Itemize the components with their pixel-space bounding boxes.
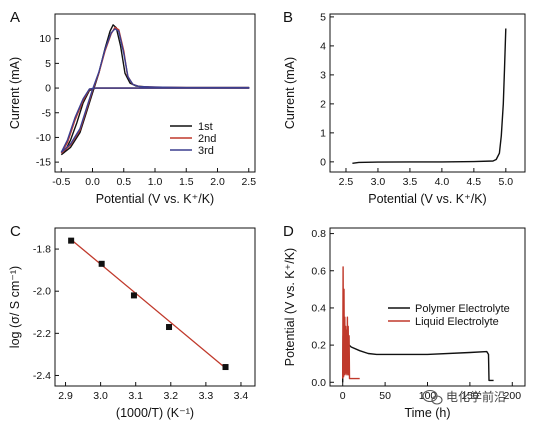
x-tick-label: 2.0 xyxy=(210,176,225,188)
x-tick-label: 3.5 xyxy=(403,176,418,188)
x-axis-label: Potential (V vs. K⁺/K) xyxy=(96,192,214,206)
y-tick-label: -10 xyxy=(36,132,51,144)
y-tick-label: 0.0 xyxy=(311,377,326,389)
x-tick-label: 4.0 xyxy=(435,176,450,188)
x-tick-label: 3.0 xyxy=(93,390,108,402)
x-tick-label: 0.5 xyxy=(116,176,131,188)
x-tick-label: 3.2 xyxy=(163,390,178,402)
panel-label: A xyxy=(10,9,20,26)
y-axis-label: Current (mA) xyxy=(283,57,297,129)
y-tick-label: 1 xyxy=(320,127,326,139)
series-line-2 xyxy=(342,266,360,380)
y-tick-label: 0.2 xyxy=(311,340,326,352)
plot-frame xyxy=(54,13,256,173)
fit-line xyxy=(70,239,226,369)
y-tick-label: 0.6 xyxy=(311,265,326,277)
x-tick-label: 50 xyxy=(379,390,391,402)
y-tick-label: -2.4 xyxy=(33,370,51,382)
watermark: 电化学前沿 xyxy=(422,389,506,405)
legend-label: Liquid Electrolyte xyxy=(415,316,499,328)
watermark-text: 电化学前沿 xyxy=(446,389,506,404)
x-tick-label: 150 xyxy=(461,390,479,402)
x-tick-label: 3.4 xyxy=(234,390,249,402)
y-tick-label: -2.0 xyxy=(33,286,51,298)
x-tick-label: 1.5 xyxy=(179,176,194,188)
y-tick-label: 5 xyxy=(320,11,326,23)
x-tick-label: -0.5 xyxy=(52,176,70,188)
panel-label: C xyxy=(10,223,21,240)
legend-label: 3rd xyxy=(198,145,214,157)
data-point xyxy=(166,324,173,331)
panel-label: B xyxy=(283,9,293,26)
x-tick-label: 2.5 xyxy=(339,176,354,188)
y-tick-label: 2 xyxy=(320,98,326,110)
data-point xyxy=(222,364,229,371)
series-line-1 xyxy=(342,335,494,383)
y-axis-label: Current (mA) xyxy=(8,57,22,129)
y-axis-label: log (σ/ S cm⁻¹) xyxy=(8,266,22,348)
y-tick-label: 0.8 xyxy=(311,228,326,240)
x-tick-label: 3.3 xyxy=(199,390,214,402)
data-point xyxy=(130,292,137,299)
y-axis-label: Potential (V vs. K⁺/K) xyxy=(283,248,297,366)
x-tick-label: 200 xyxy=(504,390,522,402)
y-tick-label: -1.8 xyxy=(33,244,51,256)
x-axis-label: Potential (V vs. K⁺/K) xyxy=(368,192,486,206)
data-point xyxy=(98,260,105,267)
legend-label: 2nd xyxy=(198,133,216,145)
panel-c: C 2.9 3.0 3.1 3.2 3.3 3.4 -2.4 -2.2 -2.0 -1.8 (1000… xyxy=(8,223,256,420)
series-line-3 xyxy=(60,28,250,153)
x-tick-label: 2.9 xyxy=(58,390,73,402)
y-tick-label: 0 xyxy=(320,156,326,168)
panel-b: B 2.5 3.0 3.5 4.0 4.5 5.0 0 1 2 3 4 5 Potential (V vs… xyxy=(283,9,526,206)
x-tick-label: 4.5 xyxy=(467,176,482,188)
y-tick-label: 4 xyxy=(320,40,326,52)
x-tick-label: 3.0 xyxy=(371,176,386,188)
y-tick-label: 3 xyxy=(320,69,326,81)
x-axis-label: Time (h) xyxy=(404,406,450,420)
legend-label: 1st xyxy=(198,121,213,133)
wechat-bubble-icon xyxy=(431,395,443,405)
y-tick-label: -15 xyxy=(36,157,51,169)
plot-frame xyxy=(54,227,256,387)
x-tick-label: 2.5 xyxy=(241,176,256,188)
y-tick-label: -5 xyxy=(42,107,51,119)
data-point xyxy=(68,237,75,244)
y-tick-label: 0 xyxy=(45,83,51,95)
x-tick-label: 0 xyxy=(340,390,346,402)
panel-a: A -0.5 0.0 0.5 1.0 1.5 2.0 2.5 -15 -10 -5 0 5 10 Poten… xyxy=(8,9,256,206)
x-tick-label: 5.0 xyxy=(499,176,514,188)
panel-label: D xyxy=(283,223,294,240)
x-tick-label: 0.0 xyxy=(85,176,100,188)
series-line-1 xyxy=(352,28,507,164)
x-tick-label: 1.0 xyxy=(148,176,163,188)
x-axis-label: (1000/T) (K⁻¹) xyxy=(116,406,194,420)
y-tick-label: -2.2 xyxy=(33,328,51,340)
y-tick-label: 5 xyxy=(45,58,51,70)
y-tick-label: 10 xyxy=(39,33,51,45)
legend-label: Polymer Electrolyte xyxy=(415,303,510,315)
x-tick-label: 3.1 xyxy=(128,390,143,402)
y-tick-label: 0.4 xyxy=(311,302,326,314)
plot-frame xyxy=(329,13,526,173)
